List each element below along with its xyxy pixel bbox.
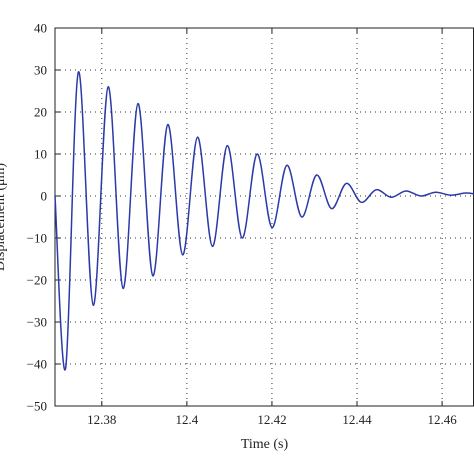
y-tick-label: 20: [34, 105, 47, 120]
x-tick-label: 12.38: [87, 412, 116, 427]
displacement-series-line: [54, 71, 474, 371]
y-tick-label: 0: [41, 189, 48, 204]
x-tick-label: 12.4: [175, 412, 198, 427]
y-tick-label: −40: [27, 357, 47, 372]
x-axis-title: Time (s): [241, 437, 289, 452]
y-tick-label: −30: [27, 315, 47, 330]
y-tick-label: −20: [27, 273, 47, 288]
y-tick-label: 30: [34, 63, 47, 78]
y-tick-label: 10: [34, 147, 47, 162]
y-tick-label: 40: [34, 21, 47, 36]
x-tick-labels: 12.38 12.4 12.42 12.44 12.46: [87, 412, 457, 427]
y-tick-label: −10: [27, 231, 47, 246]
x-tick-label: 12.42: [257, 412, 286, 427]
grid: [55, 28, 474, 406]
y-tick-label: −50: [27, 399, 47, 414]
x-tick-label: 12.46: [427, 412, 457, 427]
y-axis-title: Displacement (μm): [0, 163, 8, 272]
y-tick-labels: 40 30 20 10 0 −10 −20 −30 −40 −50: [27, 21, 47, 414]
axis-ticks: [55, 27, 443, 407]
x-tick-label: 12.44: [342, 412, 372, 427]
